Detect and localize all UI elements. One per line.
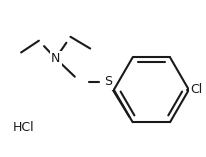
Text: S: S: [103, 75, 111, 88]
Text: N: N: [51, 52, 60, 65]
Text: Cl: Cl: [190, 83, 202, 96]
Text: HCl: HCl: [12, 121, 34, 134]
